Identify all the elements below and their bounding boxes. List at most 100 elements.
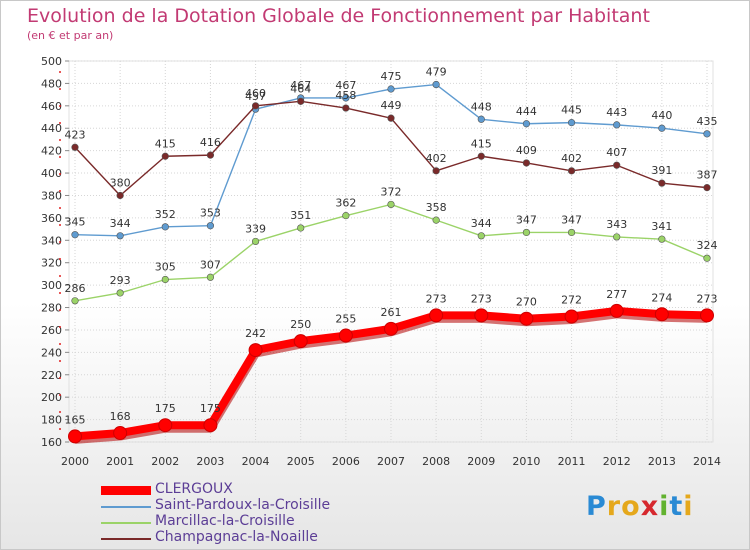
x-tick-label: 2002 — [151, 455, 179, 468]
x-tick-label: 2001 — [106, 455, 134, 468]
data-point — [564, 309, 579, 324]
y-tick-label: 260 — [41, 324, 62, 337]
data-label: 255 — [335, 313, 356, 326]
x-tick-label: 2003 — [196, 455, 224, 468]
data-point — [251, 237, 260, 246]
data-point — [519, 311, 534, 326]
data-label: 273 — [697, 292, 718, 305]
legend-swatch-champagnac — [101, 538, 151, 540]
data-label: 402 — [426, 152, 447, 165]
data-label: 344 — [110, 217, 131, 230]
x-tick-label: 2012 — [603, 455, 631, 468]
data-point — [432, 167, 440, 175]
data-point — [700, 308, 714, 323]
data-label: 449 — [381, 99, 402, 112]
data-label: 353 — [200, 207, 221, 220]
data-point — [432, 80, 440, 89]
x-tick-label: 2014 — [693, 455, 721, 468]
data-label: 372 — [381, 185, 402, 198]
x-tick-label: 2004 — [242, 455, 270, 468]
data-label: 440 — [651, 109, 672, 122]
data-label: 458 — [335, 89, 356, 102]
data-point — [116, 289, 124, 297]
data-label: 242 — [245, 327, 266, 340]
data-point — [613, 121, 621, 129]
data-point — [703, 130, 711, 138]
data-point — [297, 224, 305, 232]
data-label: 261 — [381, 306, 402, 319]
y-tick-label: 480 — [41, 77, 62, 90]
y-tick-label: 220 — [41, 369, 62, 382]
data-label: 165 — [65, 413, 86, 426]
x-tick-label: 2005 — [287, 455, 315, 468]
line-chart: 160 180 200 220 240 260 280 300 320 340 360 380 400 4… — [41, 55, 721, 468]
data-point — [477, 232, 485, 240]
data-label: 351 — [290, 209, 311, 222]
data-point — [116, 232, 124, 240]
data-point — [658, 235, 666, 243]
grid-layer — [68, 60, 714, 443]
data-point — [71, 143, 79, 151]
data-label: 444 — [516, 105, 537, 118]
data-point — [387, 200, 395, 209]
y-tick-label: 380 — [41, 189, 62, 202]
data-label: 460 — [245, 87, 266, 100]
data-label: 293 — [110, 274, 131, 287]
y-tick-label: 320 — [41, 257, 62, 270]
data-point — [567, 119, 576, 127]
data-point — [206, 222, 215, 230]
data-point — [567, 228, 576, 237]
data-label: 362 — [335, 197, 356, 210]
data-point — [477, 115, 485, 123]
y-tick-label: 420 — [41, 145, 62, 158]
data-point — [477, 152, 485, 160]
y-tick-label: 500 — [41, 55, 62, 68]
data-label: 380 — [110, 176, 131, 189]
x-tick-label: 2009 — [467, 455, 495, 468]
data-label: 402 — [561, 152, 582, 165]
y-tick-label: 280 — [41, 302, 62, 315]
data-label: 273 — [426, 292, 447, 305]
data-point — [248, 343, 263, 358]
data-point — [567, 167, 576, 175]
data-point — [387, 114, 395, 122]
data-label: 387 — [697, 169, 718, 182]
data-label: 168 — [110, 410, 131, 423]
data-label: 415 — [155, 137, 176, 150]
data-label: 448 — [471, 100, 492, 113]
data-label: 358 — [426, 201, 447, 214]
x-tick-label: 2007 — [377, 455, 405, 468]
legend-swatch-marcillac — [101, 522, 151, 524]
data-label: 274 — [651, 291, 672, 304]
data-point — [342, 104, 350, 112]
data-label: 341 — [651, 220, 672, 233]
proxiti-logo: Proxiti — [586, 491, 694, 522]
data-point — [613, 161, 621, 169]
data-label: 467 — [335, 79, 356, 92]
data-label: 324 — [697, 239, 718, 252]
data-label: 347 — [561, 213, 582, 226]
data-point — [474, 308, 489, 323]
y-tick-label: 200 — [41, 391, 62, 404]
data-label: 305 — [155, 261, 176, 274]
data-label: 457 — [245, 90, 266, 103]
data-label: 175 — [155, 402, 176, 415]
axes-layer: 160 180 200 220 240 260 280 300 320 340 360 380 400 4… — [41, 55, 721, 468]
series-layer — [68, 80, 714, 444]
data-point — [658, 124, 666, 132]
data-point — [206, 151, 215, 159]
data-label: 352 — [155, 208, 176, 221]
data-point — [161, 275, 169, 284]
y-tick-label: 180 — [41, 414, 62, 427]
data-point — [342, 212, 350, 220]
data-point — [71, 231, 79, 239]
data-point — [338, 328, 353, 343]
data-label: 343 — [606, 218, 627, 231]
data-label: 435 — [697, 115, 718, 128]
x-tick-label: 2000 — [61, 455, 89, 468]
data-label: 344 — [471, 217, 492, 230]
data-label: 272 — [561, 293, 582, 306]
data-label: 286 — [65, 282, 86, 295]
legend-label-champagnac: Champagnac-la-Noaille — [155, 529, 318, 545]
